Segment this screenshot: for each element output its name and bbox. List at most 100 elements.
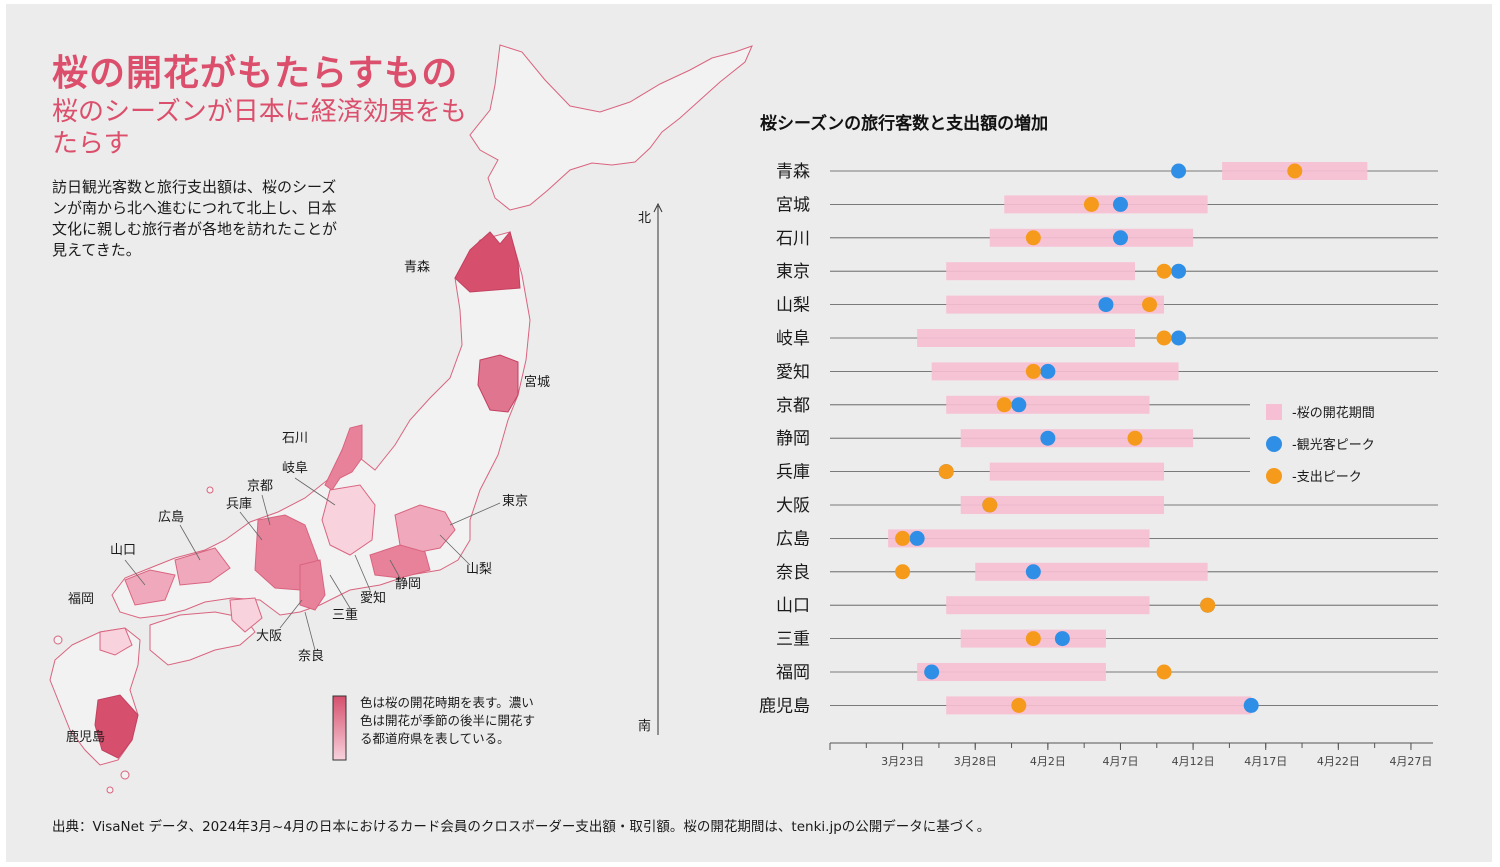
- chart-title: 桜シーズンの旅行客数と支出額の増加: [760, 114, 1049, 134]
- legend-label: -観光客ピーク: [1292, 437, 1375, 453]
- prefecture-label: 兵庫: [776, 463, 810, 483]
- legend-swatch-tourist: [1266, 436, 1282, 452]
- bloom-range-bar: [960, 496, 1165, 514]
- spending-peak-point: [895, 530, 911, 546]
- spending-peak-point: [1025, 631, 1041, 647]
- map-label-hiroshima: 広島: [158, 510, 184, 525]
- prefecture-label: 岐阜: [776, 329, 810, 349]
- spending-peak-point: [1011, 697, 1027, 713]
- pref-kagoshima: [94, 694, 139, 759]
- legend-label: -桜の開花期間: [1292, 405, 1375, 421]
- bloom-range-bar: [917, 329, 1135, 347]
- spending-peak-point: [1025, 363, 1041, 379]
- spending-peak-point: [1200, 597, 1216, 613]
- spending-peak-point: [1156, 263, 1172, 279]
- spending-peak-point: [1142, 297, 1158, 313]
- map-label-gifu: 岐阜: [282, 460, 308, 476]
- spending-peak-point: [1127, 430, 1143, 446]
- legend-swatch-bloom: [1266, 404, 1282, 420]
- tourist-peak-point: [1040, 363, 1056, 379]
- map-label-kagoshima: 鹿児島: [66, 729, 105, 745]
- prefecture-label: 静岡: [776, 429, 810, 449]
- x-tick-label: 4月12日: [1172, 755, 1215, 768]
- spending-peak-point: [1156, 330, 1172, 346]
- pref-gifu-aichi: [321, 484, 376, 556]
- description-text: 訪日観光客数と旅行支出額は、桜のシーズンが南から北へ進むにつれて北上し、日本文化…: [52, 178, 338, 259]
- map-label-hyogo: 兵庫: [226, 497, 252, 512]
- bloom-range-bar: [960, 429, 1194, 448]
- map-label-fukuoka: 福岡: [68, 592, 94, 607]
- map-label-tokyo: 東京: [502, 493, 528, 509]
- tourist-peak-point: [924, 664, 940, 680]
- tourist-peak-point: [1171, 330, 1187, 346]
- page-title: 桜の開花がもたらすもの: [52, 53, 459, 94]
- bloom-range-bar: [975, 562, 1208, 581]
- tourist-peak-point: [1025, 564, 1041, 580]
- bloom-range-bar: [917, 663, 1106, 681]
- pref-shizuoka: [369, 544, 431, 579]
- prefecture-label: 鹿児島: [759, 696, 810, 716]
- north-arrow-icon: [653, 202, 663, 213]
- x-tick-label: 3月28日: [954, 755, 997, 768]
- x-tick-label: 4月7日: [1102, 755, 1138, 768]
- map-label-miyagi: 宮城: [524, 374, 550, 390]
- prefecture-label: 東京: [776, 262, 810, 282]
- tourist-peak-point: [1112, 196, 1128, 212]
- map-label-shizuoka: 静岡: [395, 577, 421, 592]
- bloom-range-bar: [946, 262, 1135, 281]
- prefecture-label: 広島: [776, 529, 810, 549]
- north-label: 北: [638, 211, 651, 226]
- x-axis: 3月23日 3月28日 4月2日 4月7日 4月12日 4月17日 4月22日 4月27日: [829, 742, 1433, 768]
- tourist-peak-point: [1171, 263, 1187, 279]
- map-label-osaka: 大阪: [256, 629, 282, 644]
- legend-label: -支出ピーク: [1292, 470, 1362, 485]
- spending-peak-point: [996, 397, 1012, 413]
- bloom-range-bar: [1004, 195, 1208, 214]
- spending-peak-point: [895, 564, 911, 580]
- map-label-kyoto: 京都: [247, 479, 273, 494]
- pref-aomori: [454, 230, 521, 293]
- pref-yamaguchi: [124, 569, 176, 606]
- pref-ishikawa: [324, 424, 363, 491]
- spending-peak-point: [1025, 230, 1041, 246]
- map-label-nara: 奈良: [298, 648, 324, 664]
- bloom-range-bar: [946, 295, 1165, 314]
- bloom-range-bar: [989, 462, 1165, 481]
- prefecture-label: 石川: [776, 229, 810, 249]
- tourist-peak-point: [1171, 163, 1187, 179]
- infographic-panel: [6, 4, 1492, 862]
- spending-peak-point: [938, 464, 954, 480]
- bloom-range-bar: [888, 529, 1150, 548]
- spending-peak-point: [1287, 163, 1303, 179]
- tourist-peak-point: [1011, 397, 1027, 413]
- map-label-yamaguchi: 山口: [110, 543, 136, 558]
- south-label: 南: [638, 718, 651, 734]
- pref-mie-osaka: [299, 559, 326, 611]
- bloom-range-bar: [946, 596, 1150, 615]
- bloom-color-scale: [332, 695, 347, 761]
- pref-miyagi: [477, 354, 519, 413]
- prefecture-label: 宮城: [776, 195, 810, 215]
- map-label-aichi: 愛知: [360, 590, 386, 606]
- legend-swatch-spending: [1266, 468, 1282, 484]
- x-tick-label: 4月22日: [1317, 755, 1360, 768]
- x-tick-label: 4月27日: [1389, 755, 1432, 768]
- prefecture-label: 愛知: [776, 362, 810, 382]
- bloom-range-bar: [946, 395, 1150, 414]
- prefecture-label: 山口: [776, 596, 810, 616]
- map-label-mie: 三重: [332, 607, 358, 623]
- tourist-peak-point: [1040, 430, 1056, 446]
- hokkaido-shape: [469, 44, 753, 211]
- shikoku-shape: [149, 611, 256, 666]
- prefecture-label: 山梨: [776, 296, 810, 316]
- japan-map: 青森 宮城 石川 岐阜 京都 兵庫 広島 山口 福岡 鹿児島 東京 山梨 静岡 …: [49, 44, 753, 794]
- page-subtitle: 桜のシーズンが日本に経済効果をもたらす: [52, 97, 467, 159]
- spending-peak-point: [1156, 664, 1172, 680]
- tourist-peak-point: [1112, 230, 1128, 246]
- map-label-ishikawa: 石川: [282, 431, 308, 446]
- prefecture-label: 三重: [776, 630, 810, 650]
- map-label-aomori: 青森: [404, 260, 430, 275]
- chart-legend: -桜の開花期間 -観光客ピーク -支出ピーク: [1250, 398, 1440, 493]
